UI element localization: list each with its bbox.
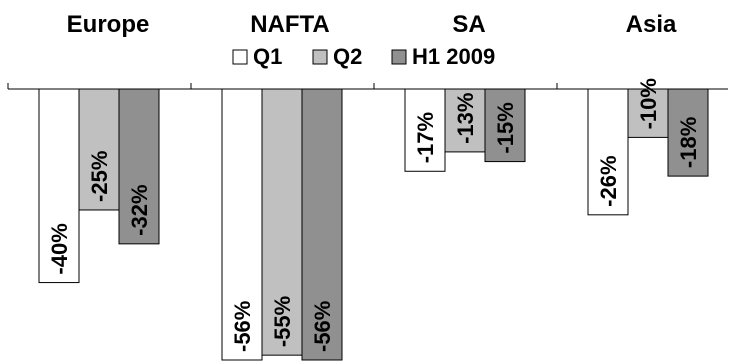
bar-label-sa-q1: -17% xyxy=(413,112,438,163)
bar-europe-h1-2009 xyxy=(118,88,160,245)
legend: Q1 Q2 H1 2009 xyxy=(232,44,495,69)
region-label-europe: Europe xyxy=(67,11,150,38)
bar-label-europe-q2: -25% xyxy=(87,151,112,202)
bar-label-europe-q1: -40% xyxy=(47,223,72,274)
legend-label-q2: Q2 xyxy=(333,44,362,69)
bar-label-asia-h1-2009: -18% xyxy=(676,117,701,168)
bar-label-nafta-q2: -55% xyxy=(270,296,295,347)
bar-label-asia-q2: -10% xyxy=(636,78,661,129)
bar-asia-q1 xyxy=(587,88,629,216)
bar-label-sa-h1-2009: -15% xyxy=(493,102,518,153)
bar-label-sa-q2: -13% xyxy=(453,93,478,144)
bar-nafta-h1-2009 xyxy=(301,88,343,361)
bar-nafta-q2 xyxy=(261,88,303,356)
bar-nafta-q1 xyxy=(221,88,263,361)
region-labels: Europe NAFTA SA Asia xyxy=(67,11,677,38)
legend-label-h1-2009: H1 2009 xyxy=(412,44,495,69)
bar-europe-q1 xyxy=(38,88,80,284)
bar-asia-h1-2009 xyxy=(667,88,709,177)
bars: -40% -25% -32% -56% -55% -56% -17% -13% -15% -26%… xyxy=(38,78,709,361)
bar-label-asia-q1: -26% xyxy=(596,155,621,206)
bar-sa-q1 xyxy=(404,88,446,172)
region-label-sa: SA xyxy=(452,11,485,38)
bar-label-nafta-q1: -56% xyxy=(230,301,255,352)
bar-label-europe-h1-2009: -32% xyxy=(127,184,152,235)
axis xyxy=(7,83,728,90)
bar-asia-q2 xyxy=(627,88,669,138)
legend-swatch-h1-2009 xyxy=(391,49,407,65)
region-label-nafta: NAFTA xyxy=(250,11,330,38)
legend-swatch-q2 xyxy=(312,49,328,65)
bar-sa-h1-2009 xyxy=(484,88,526,163)
legend-swatch-q1 xyxy=(232,49,248,65)
bar-label-nafta-h1-2009: -56% xyxy=(310,301,335,352)
region-label-asia: Asia xyxy=(626,11,677,38)
bar-europe-q2 xyxy=(78,88,120,211)
legend-label-q1: Q1 xyxy=(253,44,282,69)
